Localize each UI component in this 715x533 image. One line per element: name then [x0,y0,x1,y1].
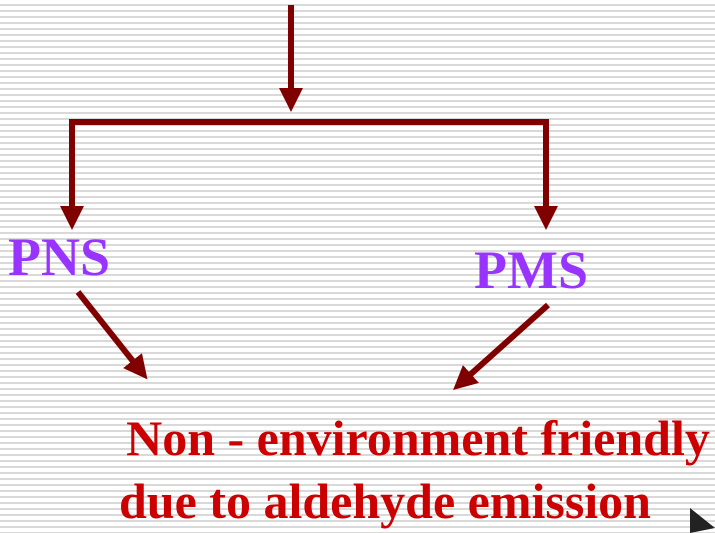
cursor-icon [690,508,715,533]
result-line: due to aldehyde emission [119,473,651,529]
node-label: PNS [8,227,110,287]
node-label: PMS [474,240,588,300]
result-line: Non - environment friendly [126,410,710,466]
connectors [60,5,558,391]
branch [69,119,549,215]
arrow-pms [453,302,551,391]
arrow-pns [75,290,148,380]
